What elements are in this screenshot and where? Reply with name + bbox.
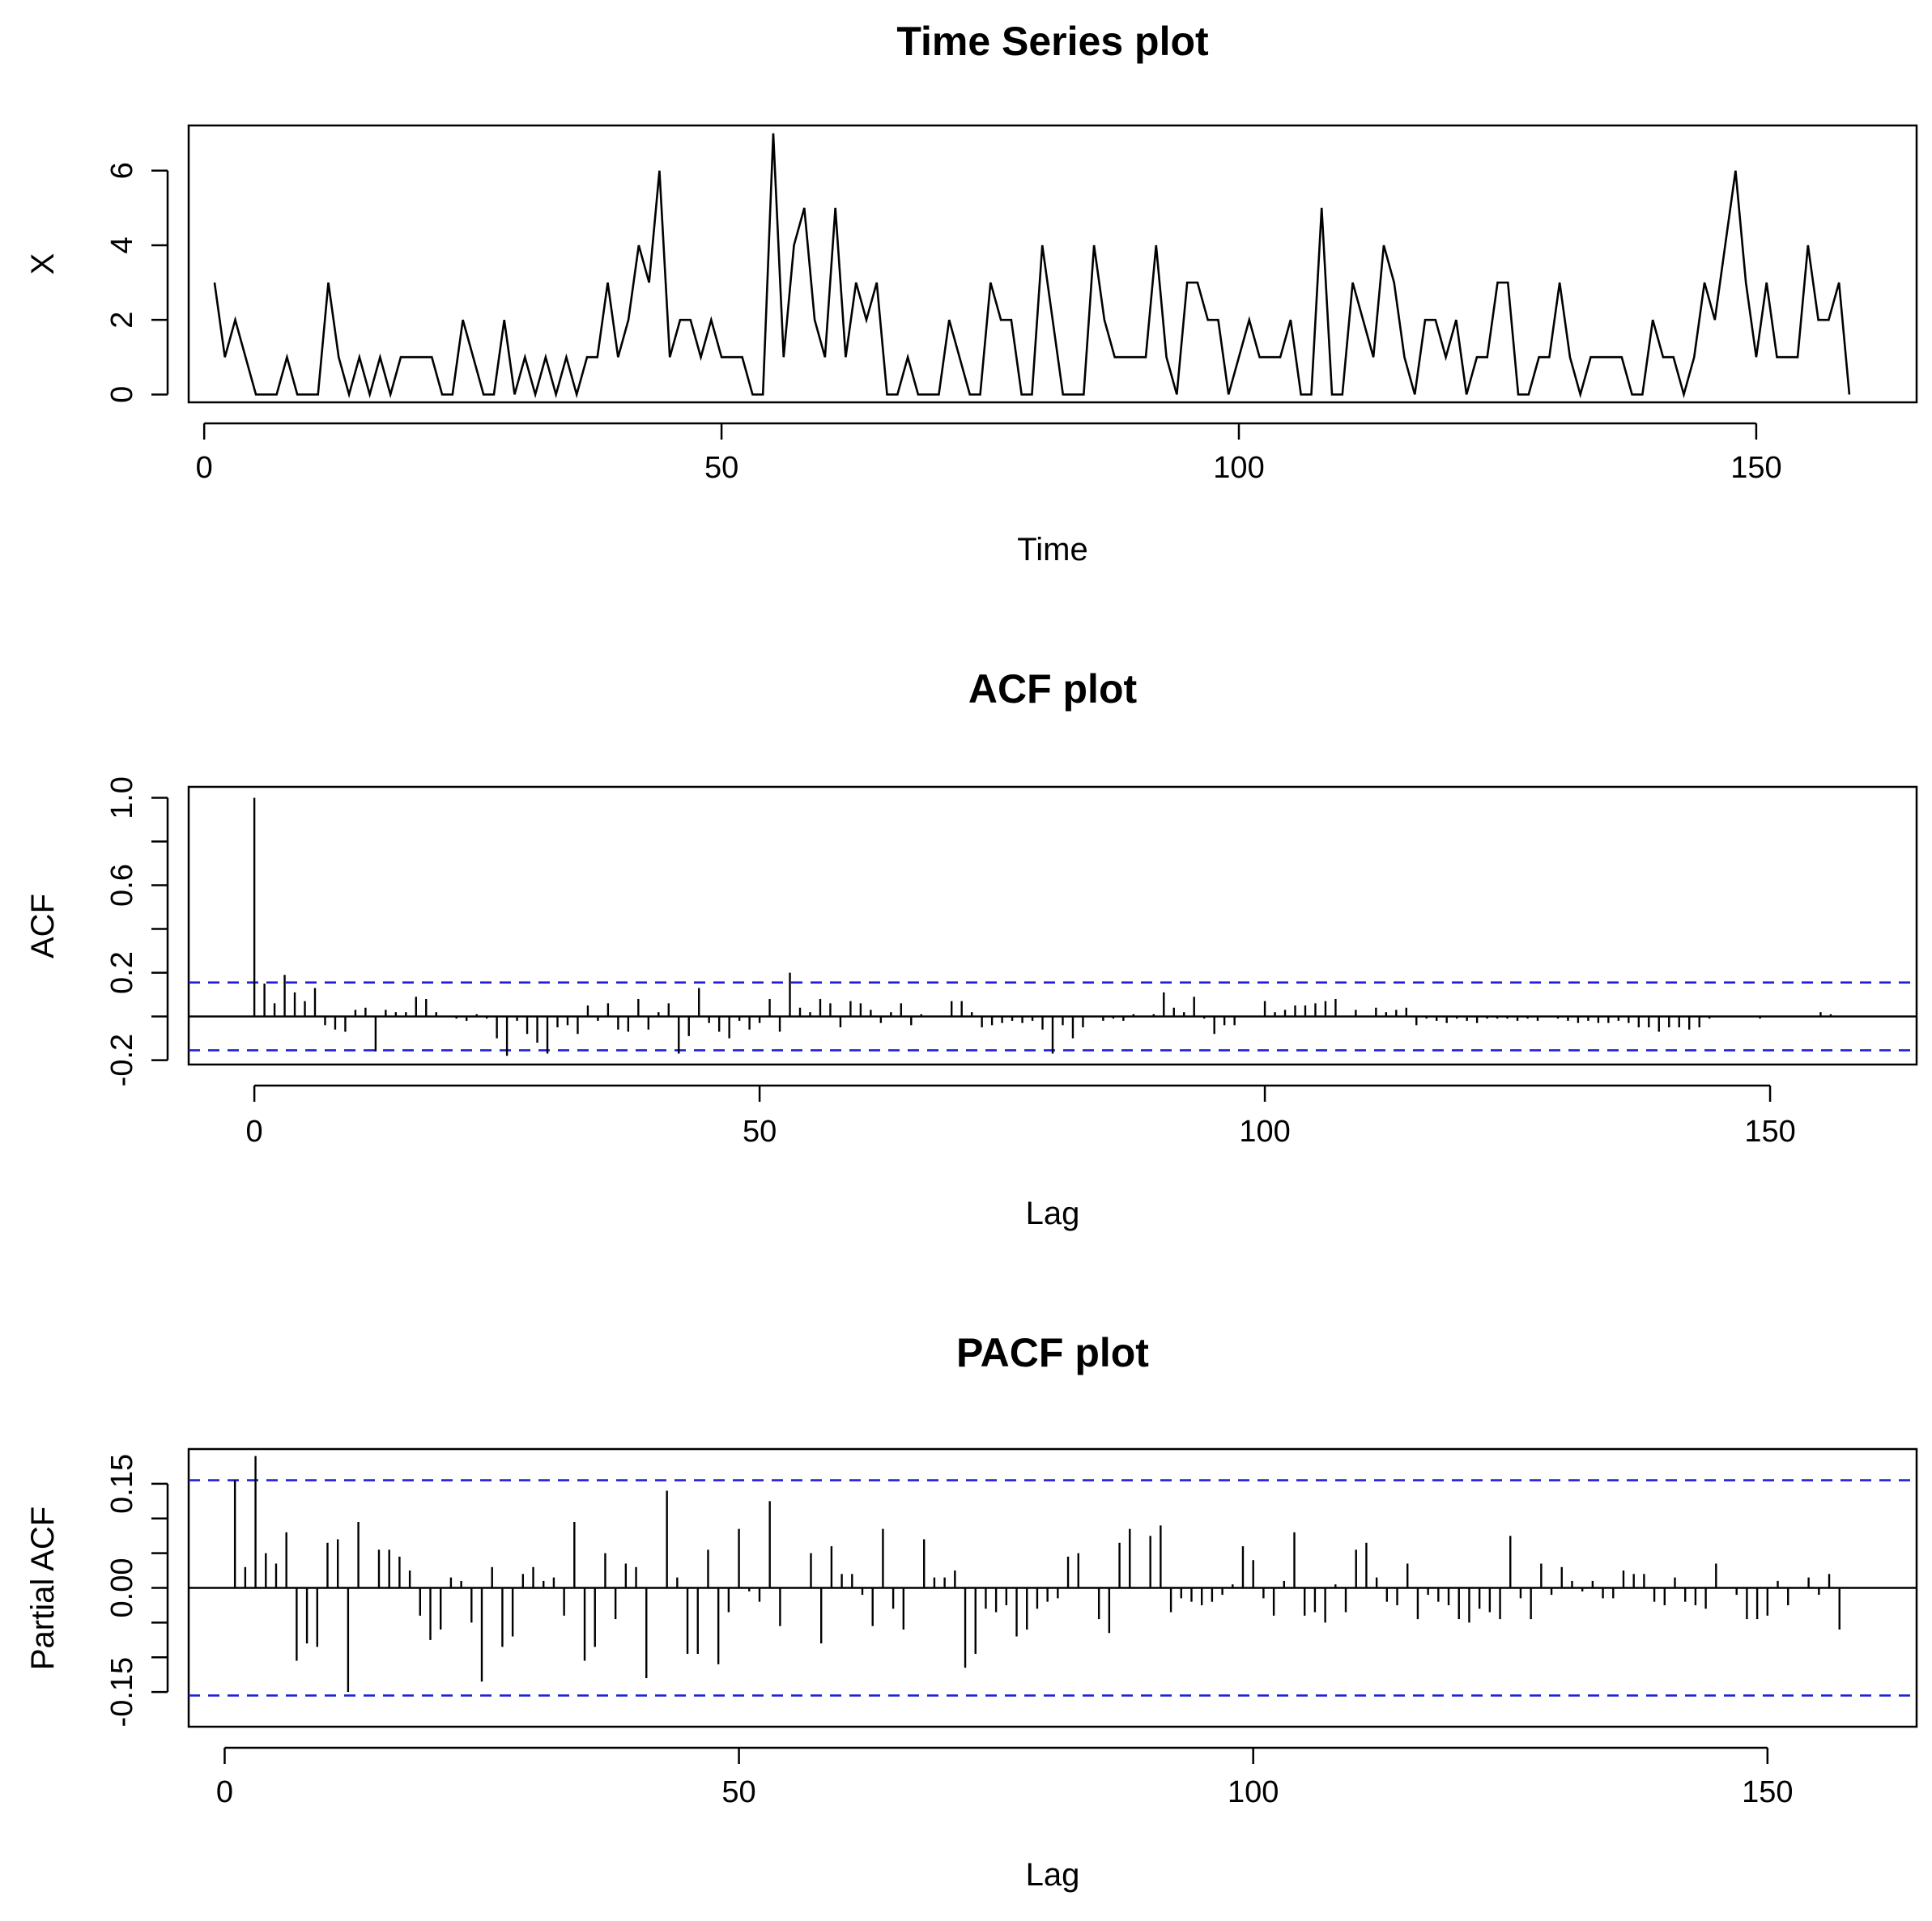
- acf-x-tick-label: 100: [1239, 1115, 1290, 1149]
- acf-x-axis: 0 50 100 150: [246, 1084, 1796, 1149]
- acf-marks: [189, 797, 1917, 1056]
- acf-x-label: Lag: [1026, 1196, 1080, 1231]
- time-series-panel: Time Series plot 0 50 100 150 0 2 4 6 Time X: [25, 19, 1918, 567]
- time-series-x-tick-label: 100: [1213, 451, 1264, 485]
- pacf-panel: PACF plot 0 50 100 150 -0.15 0.00 0.15 Lag Pa…: [25, 1330, 1918, 1893]
- acf-plot-box: [187, 785, 1918, 1066]
- time-series-y-axis: 0 2 4 6: [105, 162, 169, 403]
- acf-y-tick-label: 0.2: [105, 951, 139, 994]
- time-series-y-tick-label: 2: [105, 312, 139, 329]
- pacf-marks: [189, 1456, 1917, 1697]
- time-series-marks: [213, 133, 1851, 399]
- pacf-title: PACF plot: [956, 1330, 1149, 1375]
- time-series-x-tick-label: 0: [196, 451, 213, 485]
- pacf-x-tick-label: 0: [216, 1775, 233, 1809]
- time-series-title: Time Series plot: [896, 19, 1209, 64]
- acf-panel: ACF plot 0 50 100 150 -0.2 0.2 0.6 1.0 Lag ACF: [25, 666, 1918, 1231]
- pacf-x-tick-label: 150: [1742, 1775, 1793, 1809]
- pacf-x-label: Lag: [1026, 1857, 1080, 1893]
- acf-x-tick-label: 0: [246, 1115, 263, 1149]
- pacf-y-tick-label: 0.00: [105, 1558, 139, 1618]
- time-series-x-axis: 0 50 100 150: [196, 422, 1782, 485]
- time-series-x-tick-label: 50: [704, 451, 738, 485]
- pacf-x-axis: 0 50 100 150: [216, 1746, 1794, 1809]
- time-series-plot-box: [187, 124, 1918, 404]
- acf-y-axis: -0.2 0.2 0.6 1.0: [105, 776, 169, 1086]
- pacf-x-tick-label: 100: [1228, 1775, 1279, 1809]
- acf-y-tick-label: 1.0: [105, 776, 139, 819]
- acf-x-tick-label: 50: [743, 1115, 777, 1149]
- time-series-x-label: Time: [1017, 532, 1087, 567]
- pacf-x-tick-label: 50: [721, 1775, 755, 1809]
- acf-y-label: ACF: [25, 894, 61, 958]
- pacf-y-tick-label: -0.15: [105, 1657, 139, 1728]
- pacf-y-label: Partial ACF: [25, 1507, 61, 1670]
- pacf-y-tick-label: 0.15: [105, 1454, 139, 1514]
- acf-title: ACF plot: [968, 666, 1138, 712]
- time-series-y-tick-label: 0: [105, 386, 139, 403]
- time-series-line: [213, 133, 1851, 399]
- acf-y-tick-label: 0.6: [105, 864, 139, 907]
- acf-y-tick-label: -0.2: [105, 1034, 139, 1086]
- acf-x-tick-label: 150: [1744, 1115, 1795, 1149]
- time-series-x-tick-label: 150: [1730, 451, 1781, 485]
- time-series-y-label: X: [25, 253, 61, 275]
- pacf-y-axis: -0.15 0.00 0.15: [105, 1454, 169, 1728]
- time-series-y-tick-label: 4: [105, 236, 139, 253]
- time-series-y-tick-label: 6: [105, 162, 139, 179]
